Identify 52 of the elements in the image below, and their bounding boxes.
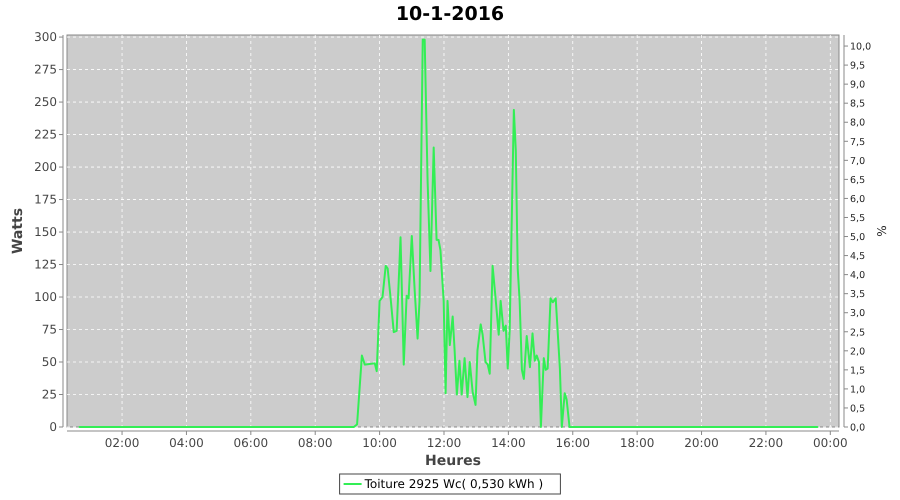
- y-tick-label: 0: [49, 420, 57, 434]
- x-tick-label: 22:00: [748, 436, 784, 450]
- y2-tick-label: 4,0: [850, 270, 866, 282]
- x-tick-label: 14:00: [491, 436, 526, 450]
- x-tick-label: 08:00: [298, 436, 333, 450]
- y2-axis-title: %: [875, 225, 889, 237]
- y2-tick-label: 5,5: [850, 212, 866, 224]
- y2-tick-label: 6,5: [850, 174, 866, 186]
- y2-tick-label: 7,0: [850, 156, 866, 167]
- y2-tick-label: 9,0: [850, 80, 866, 91]
- y2-tick-label: 3,0: [850, 308, 866, 320]
- y-tick-label: 150: [34, 225, 57, 240]
- y-tick-label: 25: [42, 388, 57, 402]
- y2-tick-label: 0,0: [850, 422, 866, 434]
- line-series: [78, 38, 818, 428]
- y2-tick-label: 0,5: [850, 403, 866, 414]
- x-tick-label: 06:00: [234, 436, 268, 450]
- x-tick-label: 20:00: [684, 436, 719, 450]
- y2-tick-label: 8,0: [850, 118, 866, 129]
- x-tick-label: 02:00: [104, 436, 140, 450]
- y-tick-label: 175: [34, 192, 57, 207]
- chart-title: 10-1-2016: [396, 3, 504, 25]
- y-tick-label: 125: [34, 258, 57, 272]
- y-tick-label: 225: [34, 128, 57, 142]
- x-tick-label: 04:00: [169, 436, 204, 450]
- y2-tick-label: 4,5: [850, 251, 866, 262]
- y2-tick-label: 5,0: [850, 232, 866, 244]
- legend-label: Toiture 2925 Wc( 0,530 kWh ): [364, 477, 544, 491]
- x-tick-label: 10:00: [362, 436, 397, 450]
- x-axis-title: Heures: [425, 453, 481, 469]
- y2-tick-label: 7,5: [850, 136, 866, 148]
- y-axis-title: Watts: [10, 208, 26, 254]
- y-tick-label: 50: [42, 355, 57, 370]
- x-tick-label: 16:00: [555, 436, 590, 450]
- y-tick-label: 200: [34, 160, 57, 174]
- y-tick-label: 250: [34, 95, 57, 110]
- y2-tick-label: 1,0: [850, 384, 866, 396]
- y2-tick-label: 6,0: [850, 194, 866, 205]
- y2-tick-label: 3,5: [850, 289, 866, 300]
- y2-tick-label: 2,5: [850, 327, 866, 338]
- y2-tick-label: 1,5: [850, 365, 866, 376]
- x-tick-label: 18:00: [620, 436, 654, 450]
- y-tick-label: 100: [34, 290, 57, 304]
- y2-tick-label: 9,5: [850, 60, 866, 72]
- y2-tick-label: 10,0: [850, 42, 872, 53]
- y-tick-label: 275: [34, 62, 57, 77]
- y2-tick-label: 8,5: [850, 98, 866, 110]
- x-tick-label: 12:00: [426, 436, 462, 450]
- y-tick-label: 75: [42, 322, 57, 337]
- y-tick-label: 300: [34, 30, 57, 44]
- y2-tick-label: 2,0: [850, 346, 866, 358]
- x-tick-label: 00:00: [813, 436, 848, 450]
